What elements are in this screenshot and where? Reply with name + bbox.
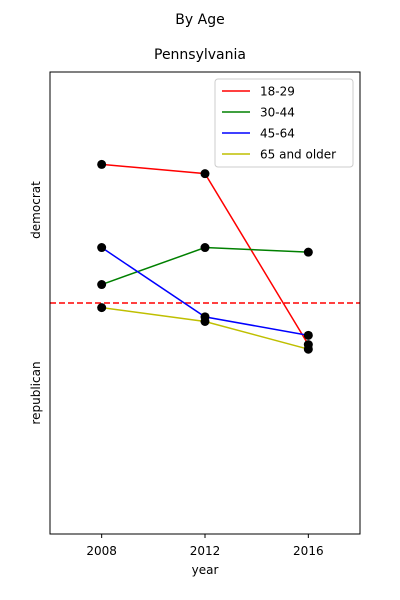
data-point-18-29-2012: [200, 169, 210, 179]
series-line-30-44: [101, 246, 309, 286]
x-tick-label-2012: 2012: [190, 544, 221, 558]
y-label-republican: republican: [29, 361, 43, 424]
data-point-65-and-older-2016: [303, 344, 313, 354]
legend-label-65-and-older: 65 and older: [260, 148, 336, 162]
y-label-democrat: democrat: [29, 181, 43, 239]
data-point-30-44-2016: [303, 247, 313, 257]
legend-label-45-64: 45-64: [260, 127, 295, 141]
data-point-45-64-2016: [303, 330, 313, 340]
legend-label-18-29: 18-29: [260, 85, 295, 99]
x-axis-label: year: [192, 563, 219, 577]
data-point-45-64-2008: [97, 243, 107, 253]
data-point-30-44-2012: [200, 243, 210, 253]
chart-title: Pennsylvania: [154, 47, 246, 63]
data-point-65-and-older-2012: [200, 316, 210, 326]
x-tick-label-2008: 2008: [86, 544, 117, 558]
data-point-18-29-2008: [97, 159, 107, 169]
legend-box: [214, 78, 354, 168]
data-point-30-44-2008: [97, 280, 107, 290]
chart-suptitle: By Age: [175, 12, 224, 28]
data-point-65-and-older-2008: [97, 303, 107, 313]
x-tick-label-2016: 2016: [293, 544, 324, 558]
legend-label-30-44: 30-44: [260, 106, 295, 120]
legend: 18-29 30-44 45-64 65 and older: [214, 78, 354, 168]
